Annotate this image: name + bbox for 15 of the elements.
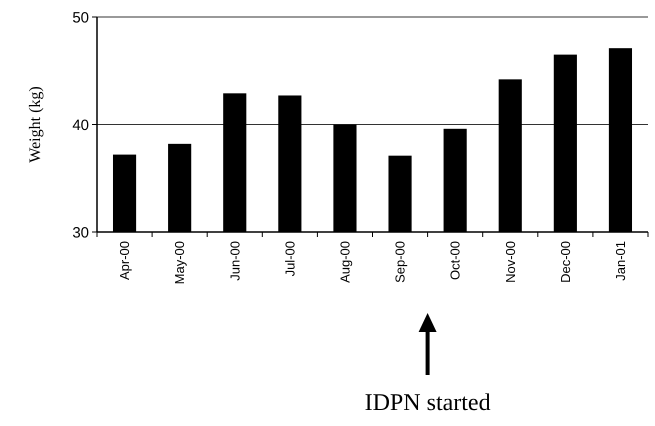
x-tick-label: Apr-00 [117, 241, 132, 280]
y-tick-label: 50 [72, 9, 89, 26]
y-axis-title: Weight (kg) [27, 86, 44, 163]
x-tick-label: Jul-00 [282, 241, 298, 276]
x-tick-label: Sep-00 [392, 241, 408, 283]
x-tick-label: Aug-00 [338, 241, 352, 283]
y-tick-label: 40 [72, 116, 89, 134]
x-tick-label: Jun-00 [227, 241, 242, 281]
y-tick-label: 30 [72, 224, 89, 242]
x-tick-label: Dec-00 [558, 241, 573, 283]
x-tick-label: Nov-00 [502, 241, 518, 283]
x-tick-label: Jan-01 [613, 241, 628, 281]
text: IDPN started [364, 390, 491, 416]
x-tick-label: Oct-00 [448, 241, 463, 280]
x-tick-label: May-00 [172, 241, 188, 284]
